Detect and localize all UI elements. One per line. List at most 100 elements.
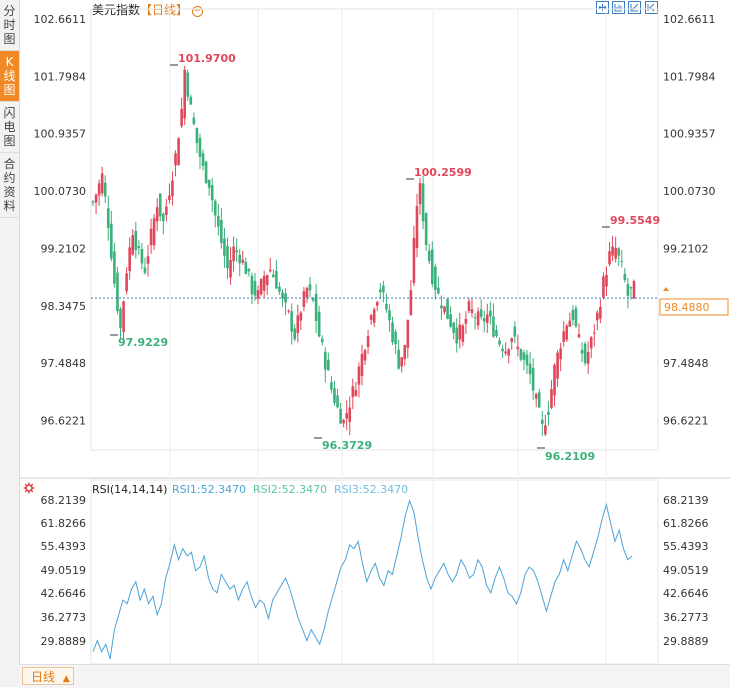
tab-flash[interactable]: 闪电图 <box>0 102 19 153</box>
candle-body <box>430 249 434 284</box>
candle-body <box>550 389 553 408</box>
candle-body <box>629 287 633 289</box>
candle-body <box>449 314 452 327</box>
candle-body <box>553 364 556 396</box>
low-annotation: 96.2109 <box>545 450 595 463</box>
rsi-y-tick-right: 49.0519 <box>663 564 709 577</box>
candle-body <box>143 267 147 273</box>
trendline-icon[interactable] <box>628 1 641 14</box>
chart-tools-icon[interactable] <box>612 1 625 14</box>
candle-body <box>149 228 153 246</box>
candle-body <box>131 235 135 255</box>
rsi-y-tick-right: 68.2139 <box>663 494 709 507</box>
candle-body <box>626 284 630 296</box>
candle-body <box>296 315 300 334</box>
candle-body <box>388 310 391 321</box>
candle-body <box>504 351 507 354</box>
candle-body <box>412 238 416 284</box>
candle-body <box>103 182 107 197</box>
gear-icon-tooth <box>31 483 34 486</box>
rsi-y-tick-right: 29.8889 <box>663 635 709 648</box>
candle-body <box>467 301 471 312</box>
gear-icon-tooth <box>31 490 34 493</box>
y-tick-label-right: 96.6221 <box>663 414 709 427</box>
fullscreen-icon[interactable] <box>596 1 609 14</box>
candle-body <box>382 285 385 293</box>
candle-body <box>479 309 483 317</box>
sidebar: 分时图 K线图 闪电图 合约资料 <box>0 0 20 687</box>
candle-body <box>281 292 284 299</box>
candle-body <box>427 250 431 262</box>
chart-canvas: 2025/052025/062025/072025/082025/092025/… <box>19 8 730 664</box>
candle-body <box>336 395 339 408</box>
collapse-icon[interactable]: − <box>191 6 203 17</box>
low-annotation: 96.3729 <box>322 439 372 452</box>
candle-body <box>565 325 569 340</box>
rsi-y-tick-left: 29.8889 <box>41 635 87 648</box>
y-tick-label-left: 101.7984 <box>34 70 87 83</box>
candle-body <box>583 343 587 364</box>
candle-body <box>589 337 593 349</box>
candle-body <box>623 273 627 281</box>
rsi-y-tick-left: 61.8266 <box>41 517 87 530</box>
candle-body <box>366 336 370 348</box>
candle-body <box>238 255 242 264</box>
period-selector[interactable]: 日线 ▲ <box>22 667 74 685</box>
candle-body <box>547 411 550 415</box>
candle-body <box>592 332 596 334</box>
candle-body <box>415 205 419 249</box>
rsi1-line <box>92 499 633 660</box>
candle-body <box>541 419 544 424</box>
candle-body <box>363 350 367 361</box>
tab-time-share[interactable]: 分时图 <box>0 0 19 51</box>
candle-body <box>498 340 501 345</box>
high-annotation: 101.9700 <box>178 52 236 65</box>
candle-body <box>434 266 437 290</box>
symbol-name: 美元指数 <box>92 3 141 17</box>
tab-contract-info[interactable]: 合约资料 <box>0 153 19 218</box>
candle-body <box>91 201 95 203</box>
candle-body <box>574 308 578 327</box>
candle-body <box>287 310 290 312</box>
candle-body <box>247 268 251 272</box>
y-tick-label-left: 100.0730 <box>34 185 87 198</box>
candle-body <box>259 279 263 295</box>
candle-body <box>354 390 358 396</box>
candle-body <box>192 117 196 125</box>
candle-body <box>113 251 116 284</box>
candle-body <box>308 284 312 291</box>
candle-body <box>596 312 599 321</box>
candle-body <box>409 290 413 315</box>
rsi-y-tick-right: 36.2773 <box>663 611 709 624</box>
candle-body <box>394 331 397 345</box>
candle-body <box>278 286 281 292</box>
candle-body <box>559 348 562 360</box>
y-tick-label-right: 101.7984 <box>663 70 716 83</box>
high-annotation: 100.2599 <box>414 166 472 179</box>
candle-body <box>345 413 348 419</box>
candle-body <box>161 213 165 222</box>
candle-body <box>385 303 388 310</box>
candle-body <box>443 306 446 313</box>
y-tick-label-right: 99.2102 <box>663 242 709 255</box>
candle-body <box>293 328 297 340</box>
candle-body <box>424 213 428 246</box>
back-icon[interactable] <box>645 1 658 14</box>
y-tick-label-right: 97.4848 <box>663 357 709 370</box>
candle-body <box>507 349 510 356</box>
candle-body <box>339 408 342 424</box>
candle-body <box>348 407 352 422</box>
candle-body <box>256 290 260 299</box>
candle-body <box>305 288 309 298</box>
candle-body <box>369 315 373 321</box>
tab-kline[interactable]: K线图 <box>0 51 19 102</box>
candle-body <box>586 351 590 364</box>
candle-body <box>235 250 238 253</box>
candle-body <box>106 208 110 228</box>
candle-body <box>183 69 186 119</box>
candle-body <box>137 245 141 249</box>
y-tick-label-left: 98.3475 <box>41 300 87 313</box>
y-tick-label-left: 102.6611 <box>34 13 87 26</box>
y-tick-label-right: 100.0730 <box>663 185 716 198</box>
candle-body <box>195 127 199 144</box>
